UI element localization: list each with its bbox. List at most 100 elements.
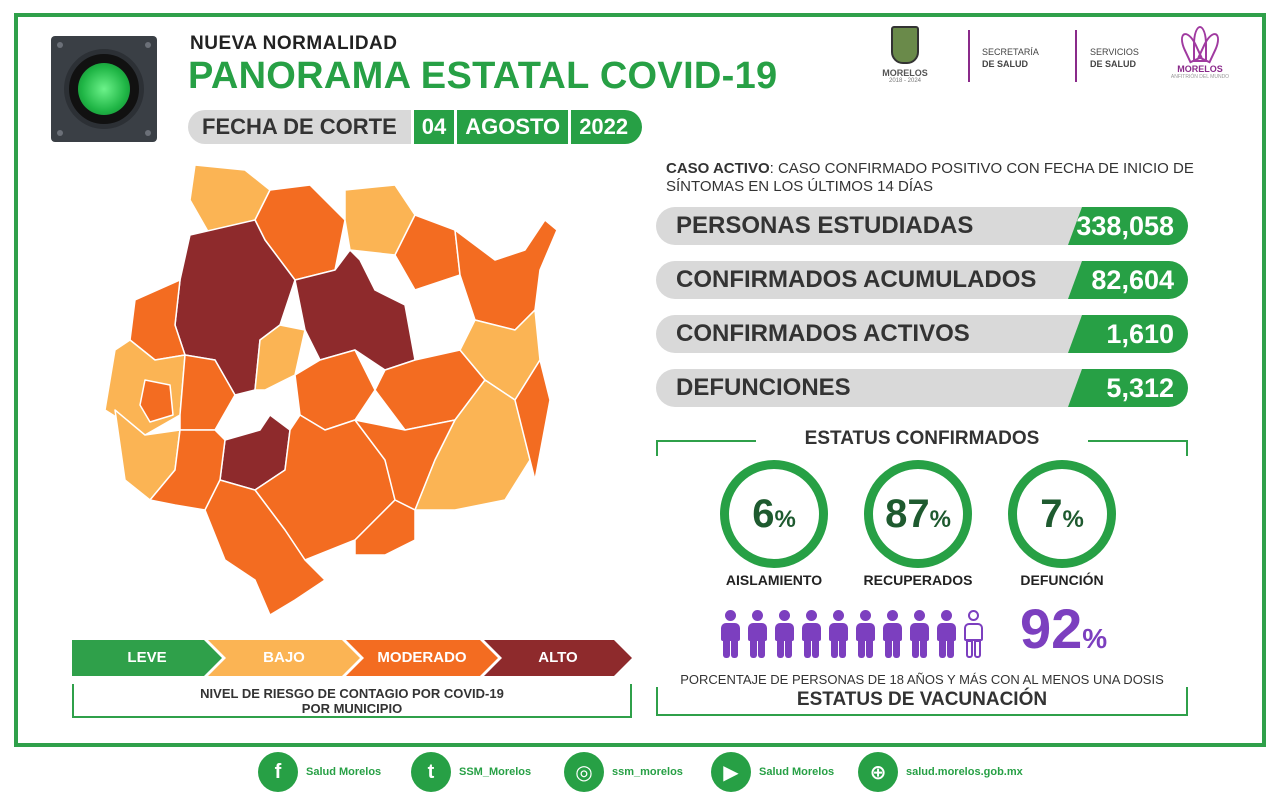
morelos-years: 2018 - 2024 (888, 78, 922, 84)
stat-personas-estudiadas: PERSONAS ESTUDIADAS 338,058 (656, 207, 1188, 245)
legend-bajo: BAJO (208, 640, 360, 676)
stat-defunciones: DEFUNCIONES 5,312 (656, 369, 1188, 407)
fecha-label: FECHA DE CORTE (188, 110, 411, 144)
morelos-flower-logo: MORELOS ANFITRIÓN DEL MUNDO (1170, 24, 1230, 80)
person-filled-icon (907, 610, 932, 660)
secretaria-line2: DE SALUD (982, 59, 1029, 69)
page-title: PANORAMA ESTATAL COVID-19 (188, 55, 778, 97)
divider (656, 440, 756, 456)
map-region-bajo (414, 379, 531, 511)
flower-sub: ANFITRIÓN DEL MUNDO (1170, 74, 1230, 80)
stat-label: CONFIRMADOS ACUMULADOS (656, 261, 1106, 299)
subtitle: NUEVA NORMALIDAD (190, 33, 398, 54)
social-label[interactable]: SSM_Morelos (459, 766, 532, 778)
fecha-year: 2022 (571, 110, 643, 144)
circle-num: 6 (752, 492, 775, 536)
stat-value: 1,610 (1068, 315, 1188, 353)
vaccination-box (656, 672, 1188, 716)
institution-logos: MORELOS 2018 - 2024 SECRETARÍA DE SALUD … (870, 24, 1240, 96)
stat-label: DEFUNCIONES (656, 369, 1106, 407)
social-label[interactable]: Salud Morelos (306, 766, 382, 778)
vaccination-title: ESTATUS DE VACUNACIÓN (796, 689, 1048, 710)
circle-pct: % (774, 506, 796, 533)
green-light-icon (64, 49, 144, 129)
person-filled-icon (934, 610, 959, 660)
stat-confirmados-acumulados: CONFIRMADOS ACUMULADOS 82,604 (656, 261, 1188, 299)
person-filled-icon (853, 610, 878, 660)
circle-pct: % (929, 506, 951, 533)
servicios-logo: SERVICIOS DE SALUD (1090, 46, 1139, 70)
social-label[interactable]: Salud Morelos (759, 766, 835, 778)
stat-confirmados-activos: CONFIRMADOS ACTIVOS 1,610 (656, 315, 1188, 353)
social-web[interactable]: ⊕ salud.morelos.gob.mx (858, 752, 1023, 792)
circle-recuperados: 87% (864, 460, 972, 568)
stat-value: 5,312 (1068, 369, 1188, 407)
stat-label: PERSONAS ESTUDIADAS (656, 207, 1106, 245)
servicios-line2: DE SALUD (1090, 59, 1137, 69)
person-filled-icon (880, 610, 905, 660)
stat-value: 338,058 (1068, 207, 1188, 245)
vaccination-people-icons (718, 610, 986, 660)
servicios-line1: SERVICIOS (1090, 47, 1139, 57)
morelos-risk-map (104, 164, 558, 616)
legend-alto: ALTO (484, 640, 632, 676)
morelos-logo: MORELOS 2018 - 2024 (870, 24, 940, 84)
risk-legend: LEVE BAJO MODERADO ALTO (72, 640, 632, 676)
circle-label: RECUPERADOS (863, 572, 973, 588)
secretaria-logo: SECRETARÍA DE SALUD (982, 46, 1039, 70)
vaccination-num: 92 (1020, 597, 1083, 660)
person-filled-icon (745, 610, 770, 660)
map-region-moderado (294, 349, 376, 431)
vaccination-pct: % (1082, 623, 1108, 654)
twitter-icon[interactable]: t (411, 752, 451, 792)
circle-num: 7 (1040, 492, 1063, 536)
bolt-icon (57, 42, 63, 48)
social-label[interactable]: salud.morelos.gob.mx (906, 766, 1023, 778)
person-outline-icon (961, 610, 986, 660)
circle-defuncion: 7% (1008, 460, 1116, 568)
map-region-alto (294, 249, 416, 371)
person-filled-icon (799, 610, 824, 660)
estatus-title: ESTATUS CONFIRMADOS (804, 428, 1040, 449)
legend-caption-line2: POR MUNICIPIO (301, 701, 403, 716)
legend-caption-line1-a: NIVEL DE RIESGO DE CONTAGIO POR (200, 686, 444, 701)
divider (1075, 30, 1077, 82)
social-twitter[interactable]: t SSM_Morelos (411, 752, 531, 792)
caso-activo-text: : CASO CONFIRMADO POSITIVO CON FECHA DE … (666, 160, 1194, 195)
legend-moderado: MODERADO (346, 640, 498, 676)
bolt-icon (145, 42, 151, 48)
social-youtube[interactable]: ▶ Salud Morelos (711, 752, 834, 792)
circle-label: AISLAMIENTO (725, 572, 823, 588)
bolt-icon (57, 130, 63, 136)
circle-pct: % (1062, 506, 1084, 533)
map-region-moderado (354, 499, 416, 556)
stat-value: 82,604 (1068, 261, 1188, 299)
facebook-icon[interactable]: f (258, 752, 298, 792)
person-filled-icon (772, 610, 797, 660)
social-facebook[interactable]: f Salud Morelos (258, 752, 381, 792)
youtube-icon[interactable]: ▶ (711, 752, 751, 792)
fecha-month: AGOSTO (457, 110, 569, 144)
morelos-seal-icon (891, 26, 919, 64)
person-filled-icon (718, 610, 743, 660)
vaccination-description: PORCENTAJE DE PERSONAS DE 18 AÑOS Y MÁS … (656, 672, 1188, 687)
divider (1088, 440, 1188, 456)
legend-caption: NIVEL DE RIESGO DE CONTAGIO POR COVID-19… (72, 684, 632, 718)
social-instagram[interactable]: ◎ ssm_morelos (564, 752, 683, 792)
map-region-moderado (514, 359, 551, 481)
secretaria-line1: SECRETARÍA (982, 47, 1039, 57)
social-label[interactable]: ssm_morelos (612, 766, 683, 778)
divider (968, 30, 970, 82)
circle-label: DEFUNCIÓN (1020, 572, 1104, 588)
web-icon[interactable]: ⊕ (858, 752, 898, 792)
instagram-icon[interactable]: ◎ (564, 752, 604, 792)
fecha-corte: FECHA DE CORTE 04 AGOSTO 2022 (188, 110, 643, 144)
map-region-moderado (454, 219, 558, 331)
fecha-day: 04 (413, 110, 455, 144)
flower-icon (1177, 24, 1223, 64)
circle-num: 87 (885, 492, 930, 536)
flower-label: MORELOS (1177, 64, 1223, 74)
caso-activo-definition: CASO ACTIVO: CASO CONFIRMADO POSITIVO CO… (666, 160, 1196, 196)
stat-label: CONFIRMADOS ACTIVOS (656, 315, 1106, 353)
morelos-label: MORELOS (882, 68, 928, 78)
